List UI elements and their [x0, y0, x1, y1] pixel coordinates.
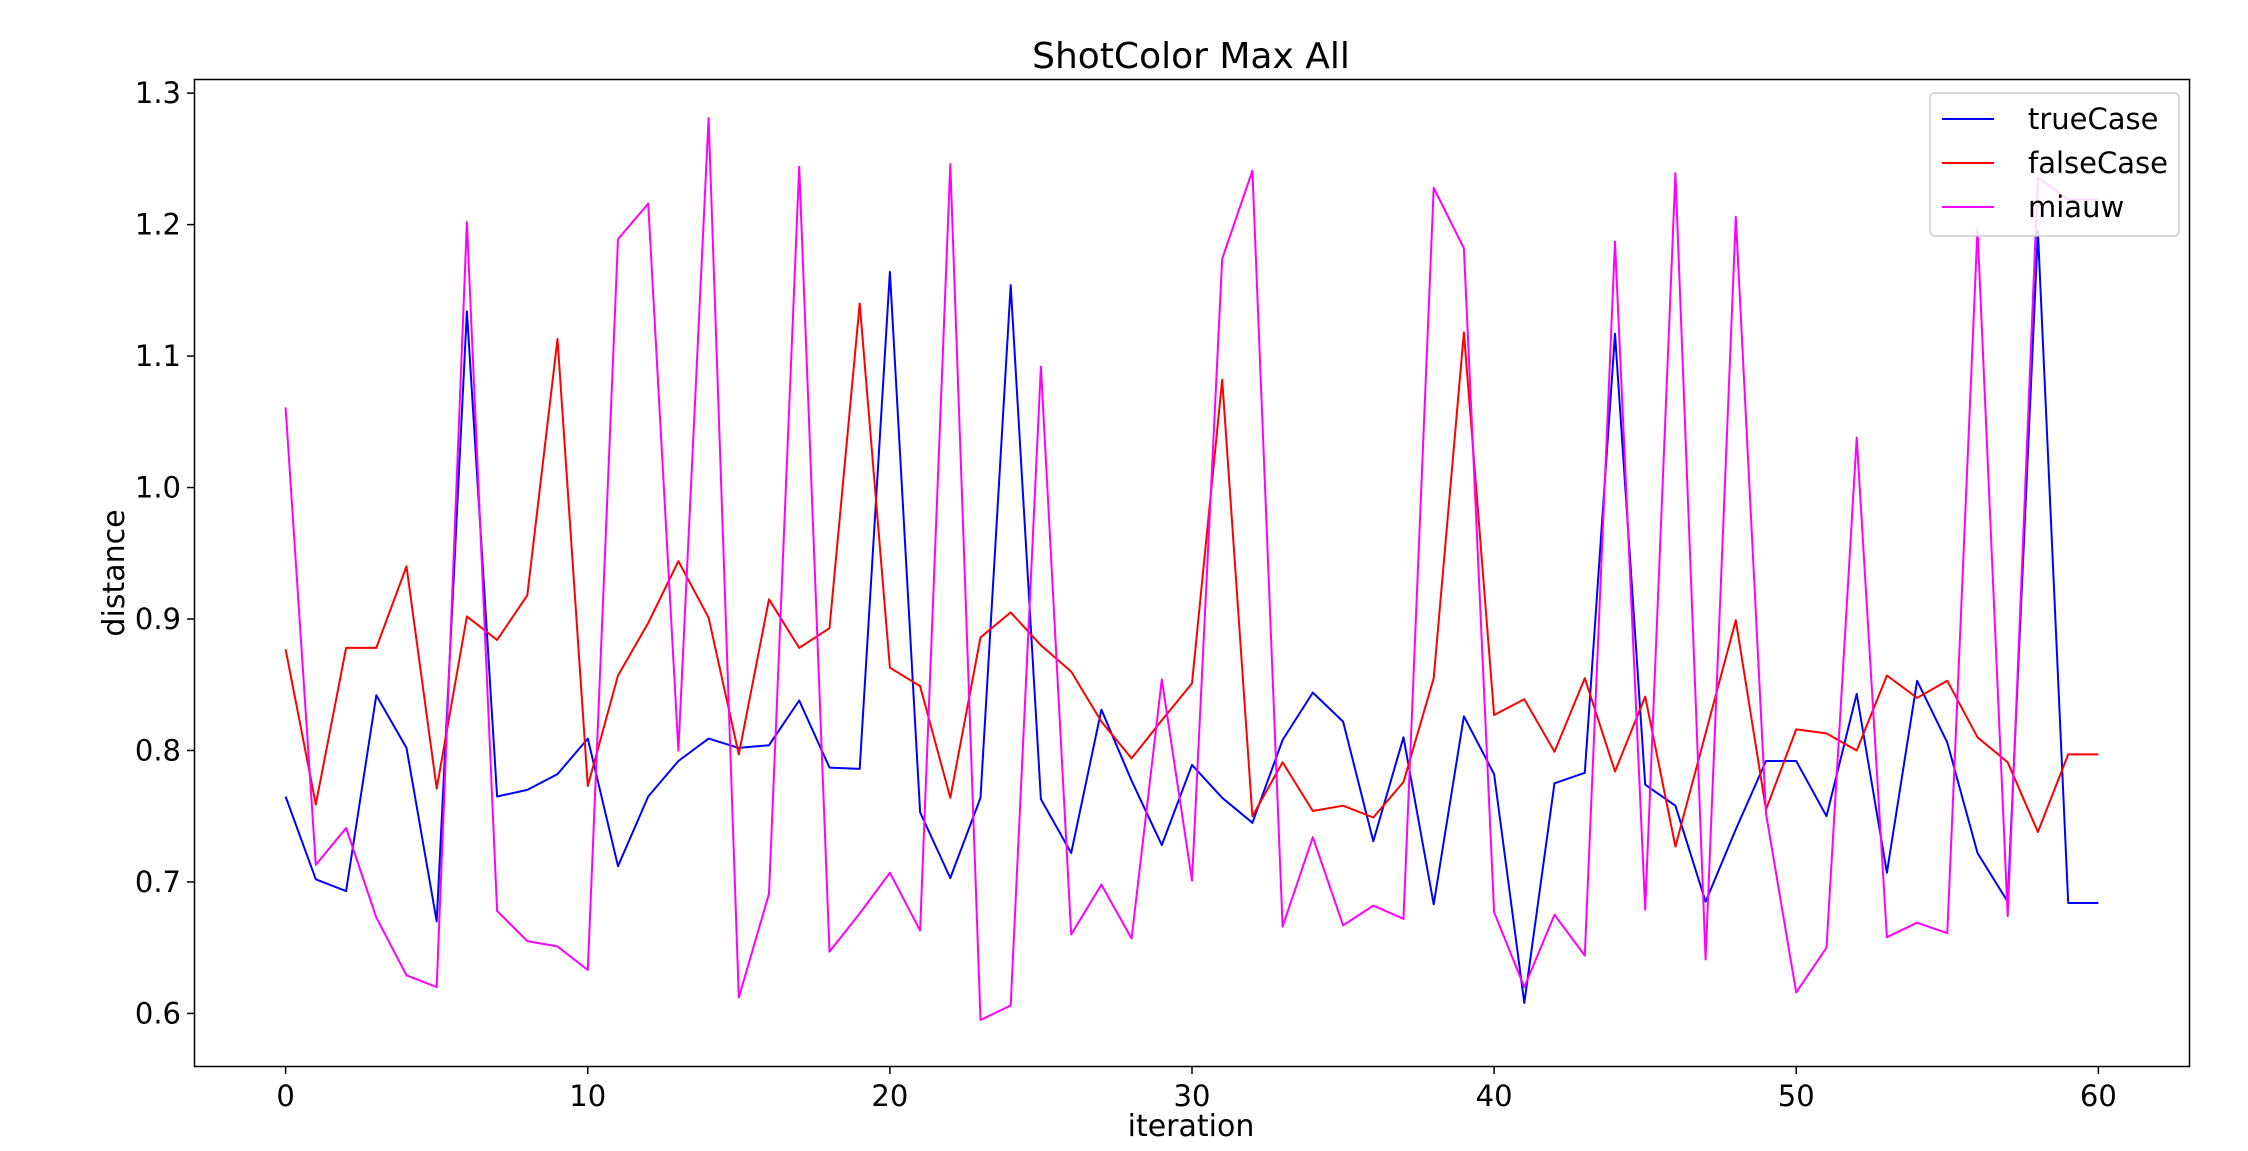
y-tick-label: 0.8 [135, 733, 181, 767]
legend-box [1929, 92, 2180, 237]
series-line-trueCase [284, 230, 2099, 1004]
y-tick-label: 0.9 [135, 602, 181, 636]
x-tick-label: 20 [871, 1079, 908, 1113]
series-line-miauw [284, 117, 2099, 1021]
x-tick-label: 0 [276, 1079, 294, 1113]
y-axis: 0.6 0.7 0.8 0.9 1.0 1.1 1.2 1.3 [135, 76, 195, 1030]
chart-title: ShotColor Max All [1032, 36, 1350, 77]
legend-label-trueCase: trueCase [2028, 102, 2159, 136]
x-tick-label: 60 [2080, 1079, 2117, 1113]
y-tick-label: 1.3 [135, 76, 181, 110]
x-tick-label: 50 [1778, 1079, 1815, 1113]
x-axis-label: iteration [1128, 1109, 1255, 1144]
y-tick-label: 0.6 [135, 996, 181, 1030]
y-tick-label: 1.2 [135, 208, 181, 242]
legend-label-miauw: miauw [2028, 190, 2124, 224]
y-tick-label: 0.7 [135, 865, 181, 899]
x-axis: 0 10 20 30 40 50 60 [276, 1066, 2117, 1113]
y-tick-label: 1.1 [135, 339, 181, 373]
x-tick-label: 40 [1476, 1079, 1513, 1113]
series-line-falseCase [284, 302, 2099, 848]
series-layer [284, 117, 2099, 1021]
y-axis-label: distance [97, 509, 132, 636]
legend-label-falseCase: falseCase [2028, 146, 2168, 180]
y-tick-label: 1.0 [135, 471, 181, 505]
x-tick-label: 10 [569, 1079, 606, 1113]
legend: trueCase falseCase miauw [1929, 92, 2180, 237]
x-tick-label: 30 [1174, 1079, 1211, 1113]
